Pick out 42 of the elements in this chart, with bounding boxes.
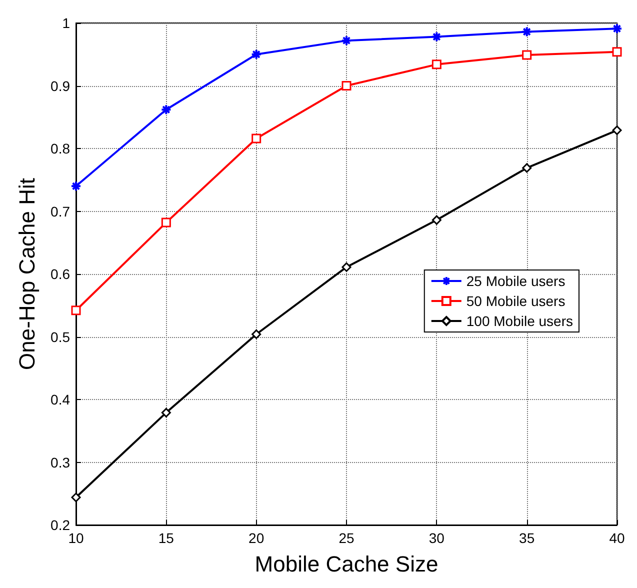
y-tick-label: 0.2 (50, 517, 70, 533)
x-tick-label: 35 (519, 530, 535, 546)
x-tick-label: 40 (609, 530, 625, 546)
x-tick-label: 10 (68, 530, 84, 546)
point (71, 492, 81, 502)
legend-label: 100 Mobile users (466, 313, 574, 329)
point (160, 104, 172, 116)
point (71, 306, 81, 316)
y-tick-label: 0.9 (50, 78, 70, 94)
point (431, 31, 442, 42)
point (341, 35, 352, 46)
legend-label: 50 Mobile users (466, 293, 566, 309)
point (522, 163, 532, 173)
point (252, 134, 262, 144)
point (432, 60, 442, 70)
point (612, 126, 622, 136)
y-tick-label: 0.3 (50, 454, 70, 470)
point (70, 180, 82, 192)
x-tick-label: 25 (338, 530, 354, 546)
legend-label: 25 Mobile users (466, 273, 566, 289)
x-axis-title: Mobile Cache Size (254, 552, 438, 576)
point (252, 329, 262, 339)
y-axis-title: One-Hop Cache Hit (14, 178, 40, 370)
point (612, 47, 622, 57)
y-tick-label: 0.7 (50, 203, 70, 220)
point (612, 23, 622, 34)
y-tick-label: 0.8 (50, 140, 70, 156)
x-tick-label: 15 (158, 530, 174, 546)
point (161, 408, 171, 418)
point (521, 26, 532, 38)
point (342, 81, 352, 90)
y-tick-label: 1 (62, 15, 70, 31)
point (161, 218, 171, 228)
x-tick-label: 20 (248, 530, 264, 546)
point (522, 50, 532, 60)
y-tick-label: 0.6 (50, 266, 70, 282)
y-tick-label: 0.5 (50, 328, 70, 345)
x-tick-label: 30 (428, 530, 445, 546)
point (432, 215, 442, 225)
point (342, 262, 352, 272)
point (250, 48, 262, 60)
y-tick-label: 0.4 (50, 392, 70, 408)
